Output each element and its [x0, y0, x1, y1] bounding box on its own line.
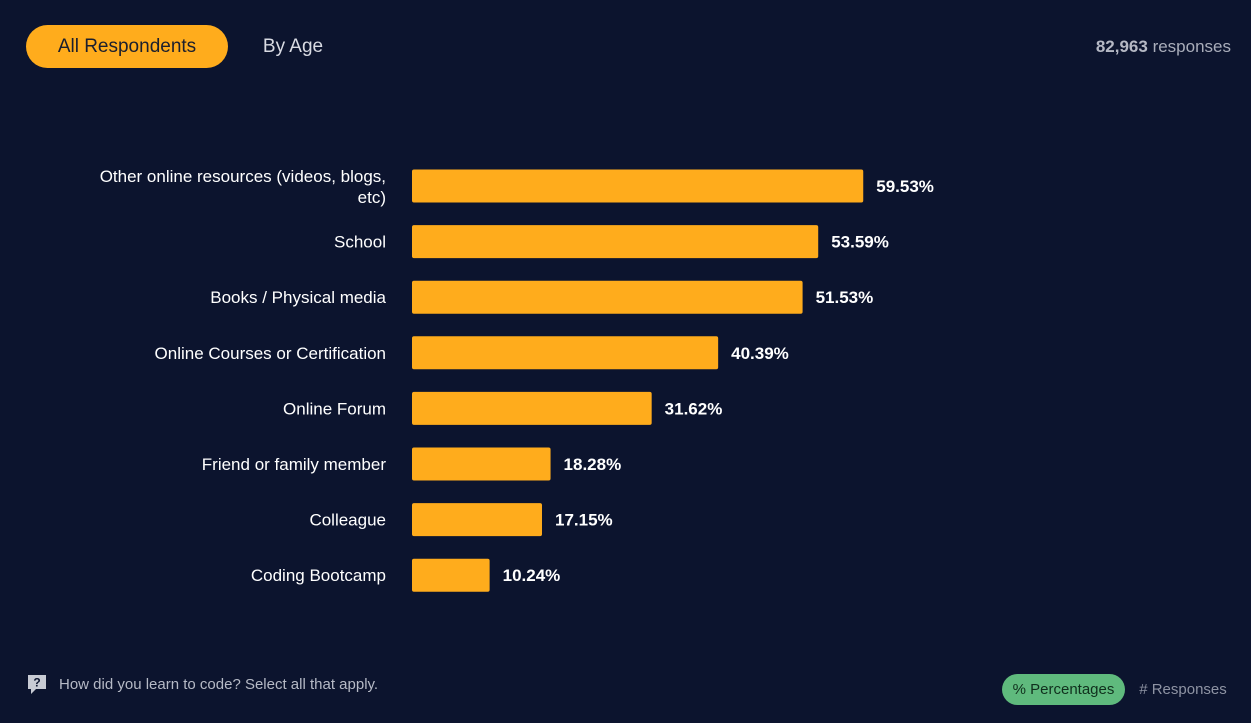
survey-question: ? How did you learn to code? Select all … — [26, 673, 378, 695]
display-toggle: % Percentages # Responses — [1002, 674, 1231, 705]
svg-text:?: ? — [33, 676, 40, 690]
value-label-7: 10.24% — [503, 566, 561, 585]
bar-2[interactable] — [412, 280, 803, 314]
bar-0[interactable] — [412, 169, 864, 203]
category-label-4: Online Forum — [283, 399, 386, 418]
bar-6[interactable] — [412, 503, 542, 537]
tab-all-respondents[interactable]: All Respondents — [26, 25, 228, 68]
tab-by-age[interactable]: By Age — [262, 35, 324, 57]
category-label-2: Books / Physical media — [210, 288, 386, 307]
value-label-6: 17.15% — [555, 511, 613, 530]
bar-7[interactable] — [412, 558, 490, 592]
category-label-3: Online Courses or Certification — [155, 344, 386, 363]
category-label-5: Friend or family member — [202, 455, 387, 474]
value-label-4: 31.62% — [665, 399, 723, 418]
category-label-0-line-0: Other online resources (videos, blogs, — [100, 167, 386, 186]
category-label-1: School — [334, 233, 386, 252]
bar-1[interactable] — [412, 225, 819, 259]
response-count-number: 82,963 — [1095, 37, 1148, 56]
question-text: How did you learn to code? Select all th… — [59, 675, 379, 693]
help-icon: ? — [28, 675, 46, 694]
response-count: 82,963 responses — [1096, 37, 1231, 57]
category-label-7: Coding Bootcamp — [251, 566, 386, 585]
bar-5[interactable] — [412, 447, 551, 481]
value-label-3: 40.39% — [731, 344, 789, 363]
category-label-6: Colleague — [309, 511, 386, 530]
response-count-suffix: responses — [1152, 37, 1231, 56]
toggle-percentages[interactable]: % Percentages — [1002, 674, 1125, 705]
value-label-5: 18.28% — [564, 455, 622, 474]
value-label-1: 53.59% — [831, 233, 889, 252]
value-label-0: 59.53% — [876, 177, 934, 196]
toggle-responses[interactable]: # Responses — [1139, 681, 1227, 698]
bar-4[interactable] — [412, 391, 652, 425]
view-tabs: All Respondents By Age — [26, 25, 358, 68]
value-label-2: 51.53% — [816, 288, 874, 307]
bar-3[interactable] — [412, 336, 719, 370]
category-label-0-line-1: etc) — [358, 188, 386, 207]
